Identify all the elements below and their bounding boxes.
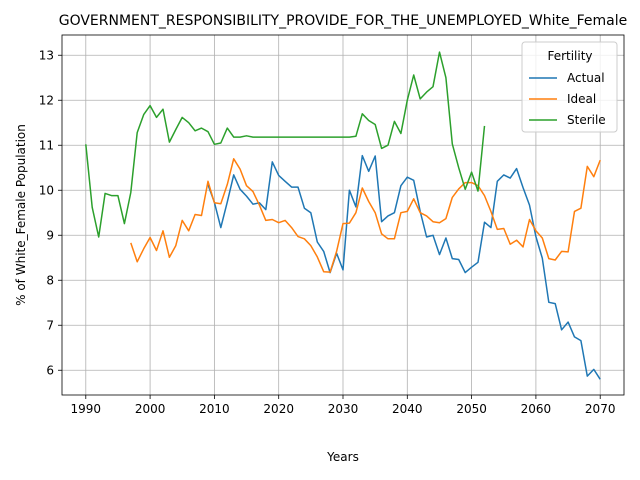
y-tick-label: 6: [46, 363, 54, 377]
y-tick-label: 8: [46, 273, 54, 287]
series-lines: [85, 51, 601, 380]
y-axis: 6 7 8 9 10 11 12 13: [39, 48, 62, 377]
x-tick-label: 2020: [263, 402, 294, 416]
series-line-actual: [207, 154, 601, 380]
y-tick-label: 12: [39, 93, 54, 107]
y-tick-label: 9: [46, 228, 54, 242]
series-line-ideal: [130, 158, 601, 273]
chart-title: GOVERNMENT_RESPONSIBILITY_PROVIDE_FOR_TH…: [59, 13, 628, 29]
legend-box: [521, 41, 618, 133]
y-tick-label: 13: [39, 48, 54, 62]
x-tick-label: 2040: [392, 402, 423, 416]
x-tick-label: 2060: [521, 402, 552, 416]
x-tick-label: 1990: [71, 402, 102, 416]
x-tick-label: 2000: [135, 402, 166, 416]
legend-label-sterile: Sterile: [567, 113, 606, 127]
legend-label-ideal: Ideal: [567, 92, 596, 106]
x-tick-label: 2030: [328, 402, 359, 416]
x-axis-label: Years: [326, 450, 359, 464]
legend-title: Fertility: [547, 49, 592, 63]
y-tick-label: 7: [46, 318, 54, 332]
legend: Fertility Actual Ideal Sterile: [521, 41, 618, 133]
legend-label-actual: Actual: [567, 71, 605, 85]
grid: [62, 35, 624, 395]
x-axis: 1990 2000 2010 2020 2030 2040 2050 2060 2070: [71, 395, 616, 416]
x-tick-label: 2050: [456, 402, 487, 416]
x-tick-label: 2010: [199, 402, 230, 416]
y-axis-label: % of White_Female Population: [14, 124, 28, 306]
x-tick-label: 2070: [585, 402, 616, 416]
y-tick-label: 10: [39, 183, 54, 197]
series-line-sterile: [85, 51, 486, 238]
y-tick-label: 11: [39, 138, 54, 152]
